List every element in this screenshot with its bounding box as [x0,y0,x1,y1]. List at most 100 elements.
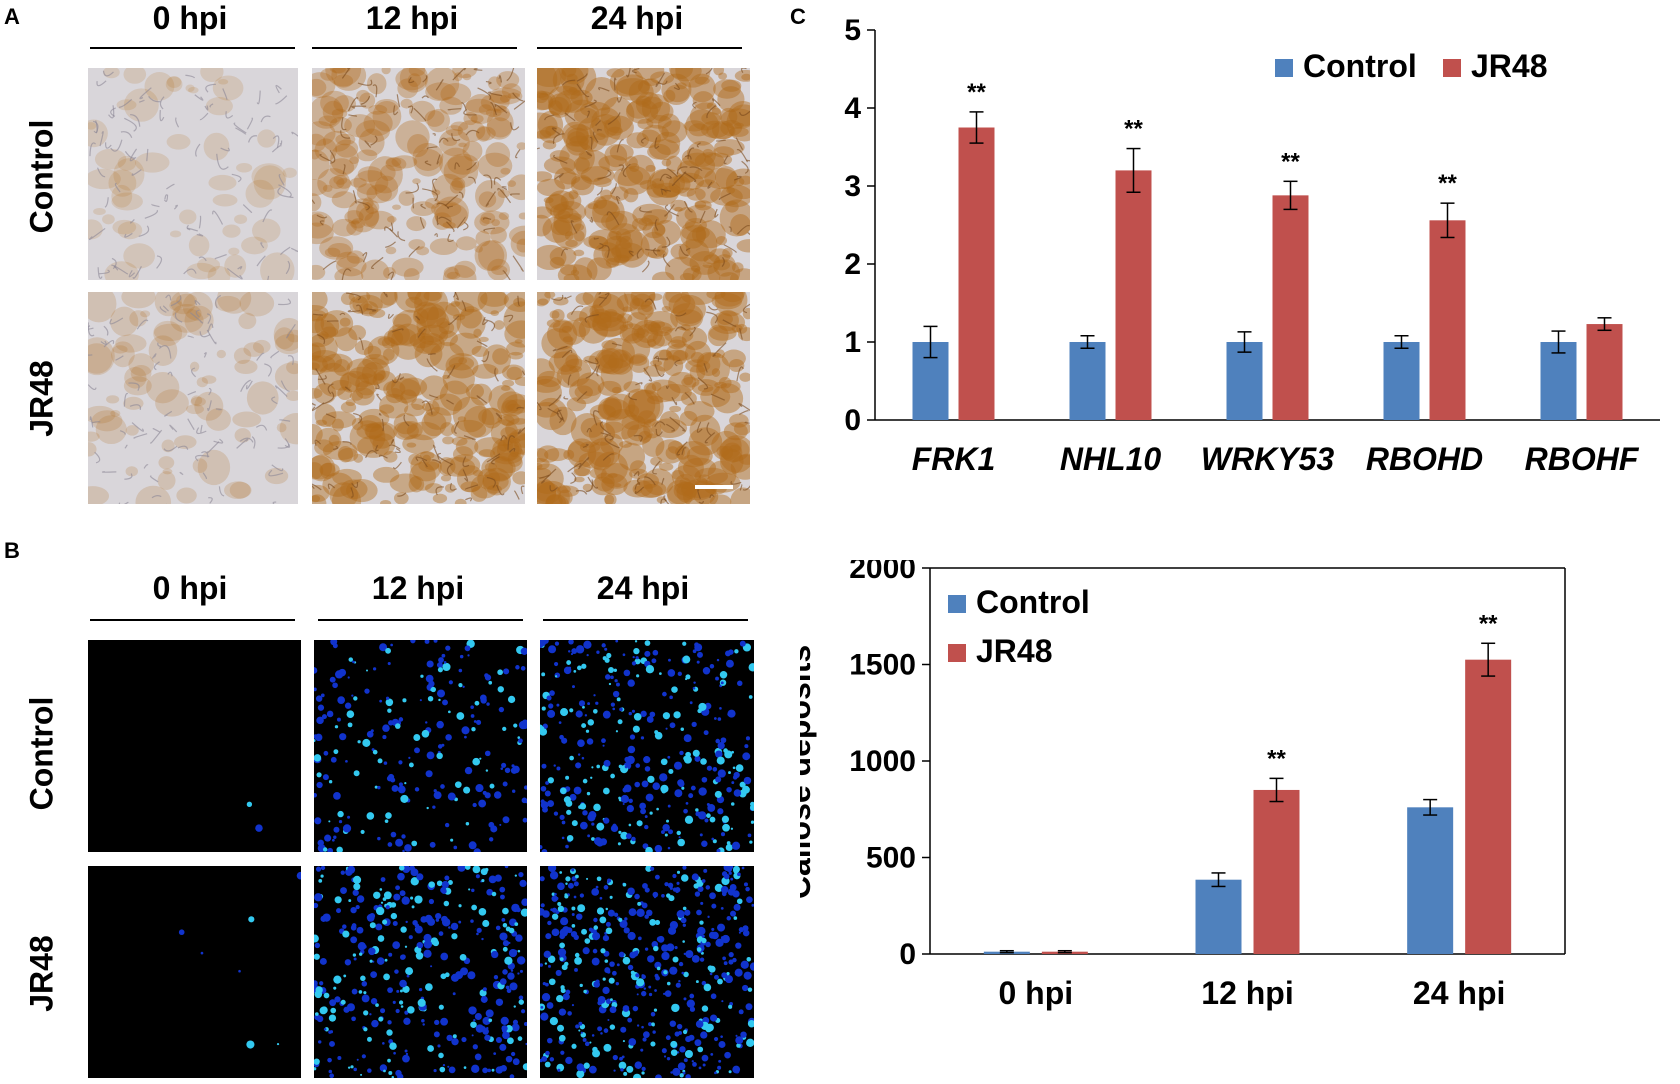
callose-deposit [624,917,628,921]
stain-patch [405,296,423,309]
stain-patch [361,362,386,386]
callose-deposit [404,782,407,785]
stain-patch [169,300,183,311]
cell-wall [278,184,292,198]
stain-patch [684,401,715,422]
callose-deposit [663,992,666,995]
stain-patch [243,342,265,357]
cell-wall [585,150,593,157]
callose-deposit [328,780,333,784]
callose-deposit [654,844,663,852]
callose-deposit [576,913,583,920]
cell-wall [353,412,363,424]
callose-deposit [638,936,642,941]
callose-deposit [602,710,611,719]
callose-deposit [714,1071,717,1075]
cell-wall [506,68,515,82]
callose-deposit [676,1023,683,1030]
callose-deposit [400,926,407,933]
callose-deposit [364,688,370,694]
callose-deposit [749,804,754,811]
stain-patch [566,397,587,412]
callose-deposit [333,826,340,833]
stain-patch [144,72,175,101]
stain-patch [543,197,554,204]
stain-patch [426,301,462,339]
callose-deposit [612,690,620,698]
callose-deposit [647,775,655,783]
cell-wall [270,350,280,359]
callose-deposit [603,759,611,767]
callose-deposit [726,786,732,793]
callose-deposit [652,649,659,656]
stain-patch [197,257,221,273]
callose-deposit [400,1005,404,1008]
cell-wall [662,253,671,268]
stain-patch [458,357,468,365]
callose-deposit [481,879,485,883]
callose-deposit [610,773,615,779]
callose-deposit [627,931,636,941]
stain-patch [594,472,615,492]
cell-wall [111,264,119,271]
stain-patch [93,207,106,216]
callose-deposit [511,1051,516,1057]
cell-wall [151,495,162,499]
callose-deposit [605,927,613,935]
cell-wall [427,353,436,355]
callose-deposit [591,1034,595,1037]
callose-deposit [591,766,594,769]
callose-deposit [320,874,324,878]
cell-wall [183,268,197,275]
stain-patch [374,175,399,202]
callose-deposit [314,754,322,762]
callose-deposit [521,1009,526,1014]
callose-deposit [666,1056,671,1061]
callose-deposit [652,1030,656,1034]
cell-wall [598,87,610,92]
stain-patch [639,179,657,190]
callose-deposit [502,781,508,787]
stain-patch [736,323,748,334]
cell-wall [341,68,351,79]
callose-deposit [651,1022,655,1027]
callose-deposit [333,975,342,984]
cell-wall [582,443,589,449]
callose-deposit [577,665,582,671]
callose-deposit [612,970,617,976]
stain-patch [665,84,690,103]
callose-deposit [692,749,700,757]
callose-deposit [474,1053,482,1061]
cell-wall [325,413,336,419]
callose-deposit [426,751,435,760]
cell-wall [342,441,352,445]
cell-wall [88,384,97,391]
cell-wall [632,68,640,74]
cell-wall [152,428,161,433]
callose-deposit [440,1017,449,1026]
stain-patch [362,303,373,312]
stain-patch [407,292,443,307]
callose-deposit [679,750,684,756]
stain-patch [617,165,652,195]
stain-patch [445,353,479,379]
stain-patch [440,83,472,106]
callose-deposit [654,919,661,926]
callose-deposit [380,901,384,904]
callose-deposit [370,971,378,979]
panel-a-micrograph-control-12hpi [312,68,525,280]
callose-deposit [296,871,301,880]
callose-deposit [352,953,357,957]
stain-patch [487,76,502,90]
cell-wall [391,373,401,384]
callose-deposit [636,674,640,678]
callose-deposit [633,712,642,721]
callose-deposit [397,1073,404,1078]
callose-deposit [494,874,502,882]
stain-patch [346,479,378,503]
stain-patch [349,391,364,401]
callose-deposit [620,1026,627,1033]
cell-wall [494,368,499,382]
callose-deposit [545,933,552,940]
callose-deposit [645,793,654,802]
